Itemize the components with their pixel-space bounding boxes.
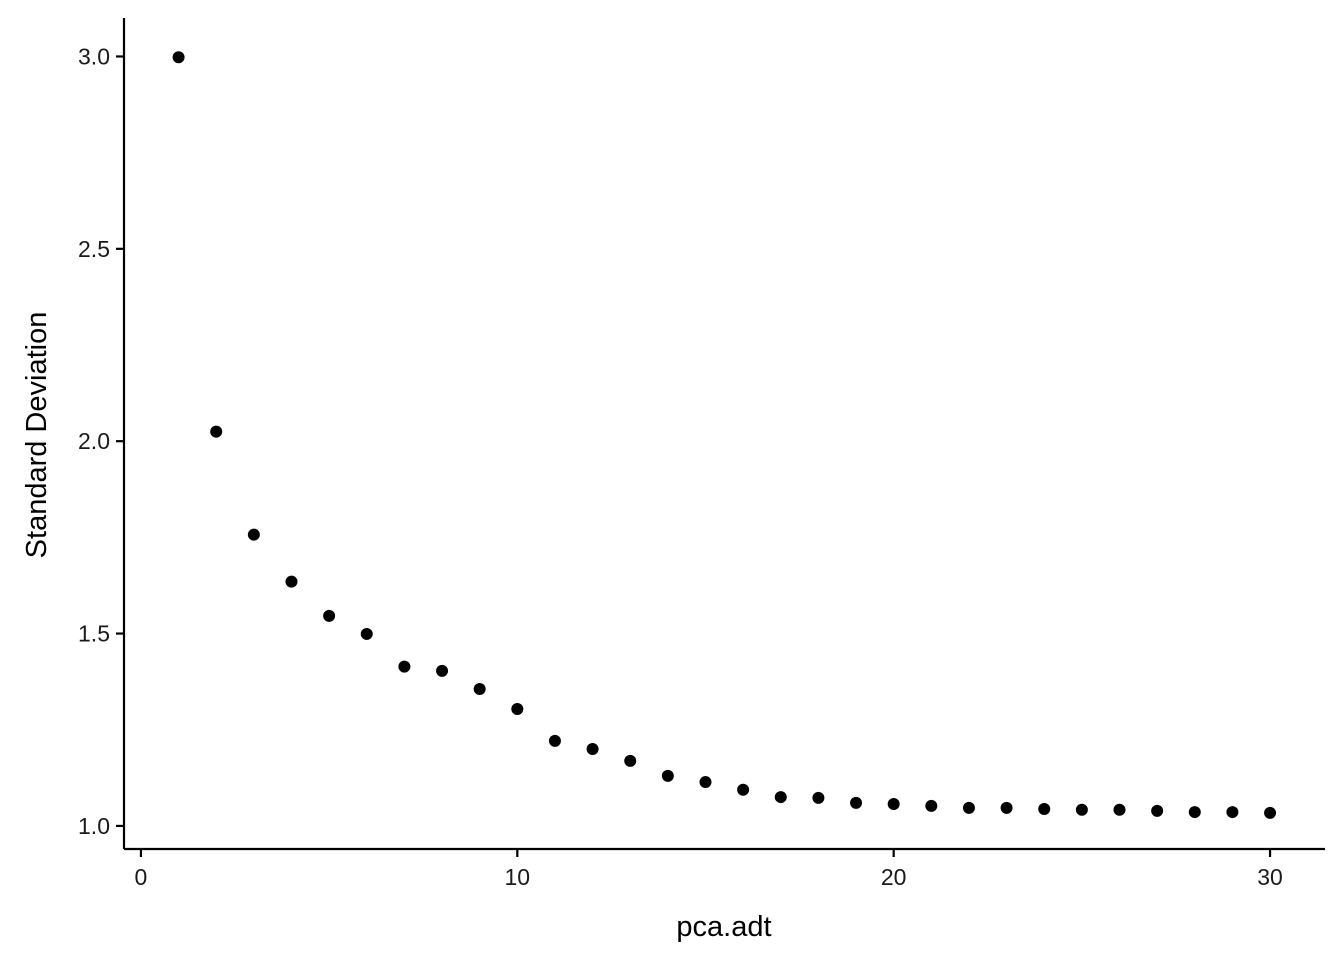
data-point: [360, 627, 373, 640]
y-axis-title: Standard Deviation: [21, 312, 53, 559]
x-axis-title: pca.adt: [676, 911, 771, 943]
data-point: [1264, 806, 1277, 819]
x-tick-label: 20: [881, 864, 907, 890]
y-tick-label: 1.5: [78, 621, 110, 647]
data-point: [511, 702, 524, 715]
data-point: [962, 801, 975, 814]
data-point: [1226, 806, 1239, 819]
data-point: [1038, 802, 1051, 815]
x-tick-label: 30: [1257, 864, 1283, 890]
data-point: [1113, 803, 1126, 816]
data-point: [285, 575, 298, 588]
x-ticks: 0 10 20 30: [135, 849, 1283, 890]
data-point: [812, 791, 825, 804]
data-point: [548, 734, 561, 747]
data-point: [1188, 806, 1201, 819]
data-point: [323, 609, 336, 622]
data-point: [473, 682, 486, 695]
data-point: [247, 528, 260, 541]
data-point: [210, 425, 223, 438]
data-point: [887, 797, 900, 810]
data-point: [172, 51, 185, 64]
points-layer: [172, 51, 1277, 819]
data-point: [661, 769, 674, 782]
data-point: [1000, 801, 1013, 814]
data-point: [774, 791, 787, 804]
data-point: [699, 776, 712, 789]
x-tick-label: 0: [135, 864, 148, 890]
y-ticks: 1.0 1.5 2.0 2.5 3.0: [78, 43, 124, 839]
data-point: [737, 783, 750, 796]
data-point: [850, 796, 863, 809]
data-point: [586, 742, 599, 755]
y-tick-label: 2.0: [78, 428, 110, 454]
data-point: [624, 754, 637, 767]
y-tick-label: 1.0: [78, 813, 110, 839]
x-tick-label: 10: [505, 864, 531, 890]
y-tick-label: 2.5: [78, 236, 110, 262]
data-point: [1151, 804, 1164, 817]
data-point: [925, 799, 938, 812]
data-point: [436, 664, 449, 677]
y-tick-label: 3.0: [78, 43, 110, 69]
data-point: [398, 660, 411, 673]
data-point: [1075, 803, 1088, 816]
